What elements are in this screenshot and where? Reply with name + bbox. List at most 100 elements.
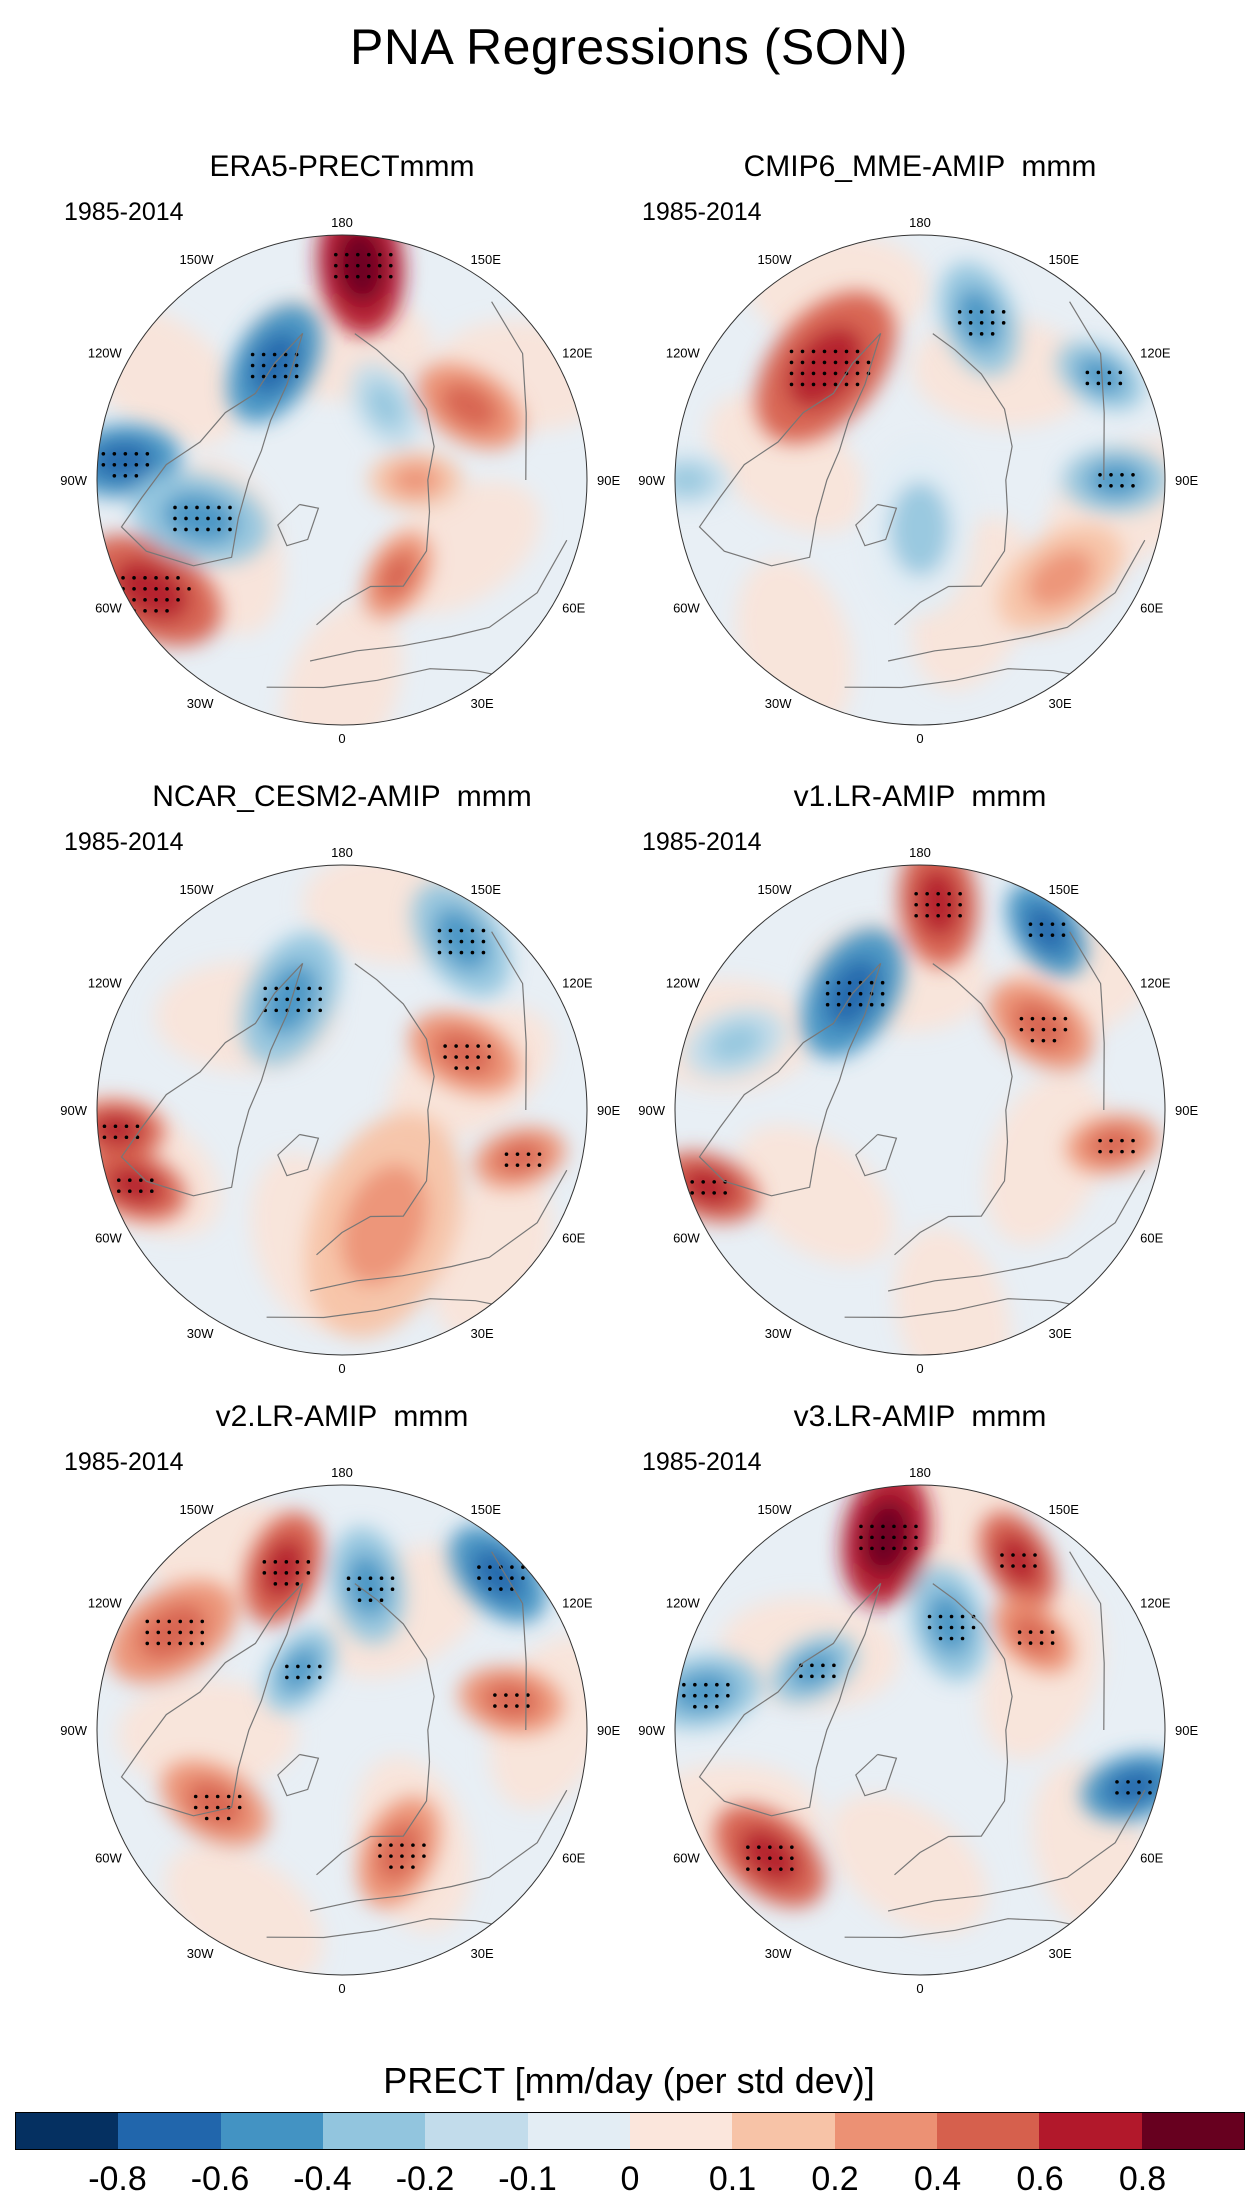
colorbar-tick-label: -0.4	[293, 2160, 352, 2198]
stipple-dot	[1131, 1138, 1135, 1143]
anomaly-core	[787, 326, 864, 409]
stipple-dot	[914, 902, 918, 907]
stipple-dot	[184, 516, 188, 521]
stipple-dot	[869, 1002, 874, 1007]
stipple-dot	[1109, 1138, 1113, 1143]
stipple-dot	[800, 360, 805, 365]
polar-map: 180 0 90E 90W 150E 120E 150W 120W 60E 30E 60W 30W	[638, 215, 1198, 746]
stipple-dot	[379, 1598, 384, 1603]
stipple-dot	[285, 1675, 289, 1680]
stipple-dot	[422, 1854, 426, 1858]
stipple-dot	[390, 1587, 395, 1592]
anomaly-core	[185, 1779, 244, 1828]
coastline-eurasia	[316, 1583, 435, 1876]
longitude-label: 90E	[1175, 473, 1198, 488]
stipple-dot	[112, 473, 117, 478]
stipple-dot	[134, 473, 139, 478]
stipple-dot	[454, 1055, 458, 1059]
stipple-dot	[858, 1002, 863, 1007]
stipple-dot	[1017, 1630, 1022, 1634]
anomaly-core	[434, 908, 489, 971]
coastline-eurasia	[894, 333, 1013, 626]
significance-stippling	[102, 928, 542, 1194]
coastlines	[698, 931, 1146, 1319]
stipple-dot	[124, 1124, 129, 1129]
stipple-dot	[344, 252, 349, 257]
stipple-dot	[811, 382, 816, 387]
coastline-africa	[266, 1298, 508, 1319]
stipple-dot	[145, 451, 150, 456]
stipple-dot	[947, 891, 951, 896]
stipple-dot	[189, 1641, 194, 1646]
coastline-africa	[844, 668, 1086, 689]
coastline-mediterranean	[887, 1169, 1146, 1292]
stipple-dot	[215, 1816, 220, 1821]
longitude-label: 60E	[562, 601, 585, 616]
stipple-dot	[263, 986, 268, 991]
stipple-dot	[378, 1843, 382, 1847]
stipple-dot	[1028, 1641, 1033, 1645]
stipple-dot	[537, 1152, 542, 1156]
stipple-dot	[836, 980, 841, 985]
colorbar-tick-label: 0.2	[811, 2160, 859, 2198]
colorbar-tick-label: -0.6	[190, 2160, 250, 2198]
stipple-dot	[357, 1598, 362, 1603]
stipple-dot	[154, 576, 158, 580]
stipple-dot	[306, 1571, 311, 1575]
anomaly-core	[280, 1647, 320, 1693]
stipple-dot	[1131, 473, 1135, 477]
anomaly-core	[927, 1592, 970, 1655]
anomaly-core	[1087, 461, 1145, 499]
anomaly-core	[261, 1538, 306, 1600]
stipple-dot	[746, 1867, 750, 1871]
stipple-dot	[693, 1704, 697, 1709]
longitude-label: 60W	[95, 1231, 122, 1246]
anomaly-region	[117, 1679, 298, 1790]
stipple-dot	[515, 1152, 520, 1156]
stipple-dot	[377, 274, 382, 279]
coastlines	[698, 301, 1146, 689]
longitude-label: 150W	[180, 882, 215, 897]
colorbar-segment	[118, 2113, 221, 2149]
stipple-dot	[1022, 1553, 1026, 1557]
colorbar-tick-label: 0.8	[1118, 2160, 1167, 2198]
map-panel: v2.LR-AMIP mmm 1985-2014 180 0 90E 90W 150E 1…	[52, 1400, 632, 2020]
stipple-dot	[200, 1630, 205, 1635]
stipple-dot	[448, 928, 453, 933]
stipple-dot	[116, 1189, 121, 1194]
stipple-dot	[200, 1641, 205, 1646]
panel-period: 1985-2014	[64, 1448, 184, 1476]
stipple-dot	[448, 950, 453, 955]
stipple-dot	[800, 349, 805, 354]
stipple-dot	[388, 274, 393, 279]
stipple-dot	[195, 505, 199, 510]
stipple-dot	[145, 1630, 150, 1635]
longitude-label: 0	[916, 1981, 923, 1996]
stipple-dot	[779, 1867, 783, 1871]
stipple-dot	[377, 252, 382, 257]
map-panel: v3.LR-AMIP mmm 1985-2014 180 0 90E 90W 150E 1…	[630, 1400, 1210, 2020]
stipple-dot	[1137, 1780, 1141, 1784]
longitude-label: 150E	[471, 252, 502, 267]
stipple-dot	[459, 950, 464, 955]
stipple-dot	[143, 587, 147, 591]
anomaly-core	[675, 465, 710, 495]
stipple-dot	[881, 1535, 885, 1540]
coastline-greenland	[277, 1753, 320, 1797]
coastline-north-america	[698, 332, 882, 567]
coastline-mediterranean	[309, 539, 568, 662]
stipple-dot	[892, 1524, 896, 1529]
stipple-dot	[138, 1178, 143, 1183]
stipple-dot	[368, 1587, 373, 1592]
panel-title: v1.LR-AMIP mmm	[793, 780, 1047, 813]
longitude-label: 150E	[471, 1502, 502, 1517]
stipple-dot	[1096, 381, 1101, 386]
colorbar	[15, 2112, 1245, 2150]
stipple-dot	[273, 1560, 278, 1564]
longitude-label: 0	[338, 731, 345, 746]
stipple-dot	[811, 371, 816, 376]
longitude-label: 150E	[1049, 1502, 1080, 1517]
stipple-dot	[960, 1625, 965, 1630]
stipple-dot	[938, 1636, 943, 1641]
stipple-dot	[1028, 933, 1033, 937]
